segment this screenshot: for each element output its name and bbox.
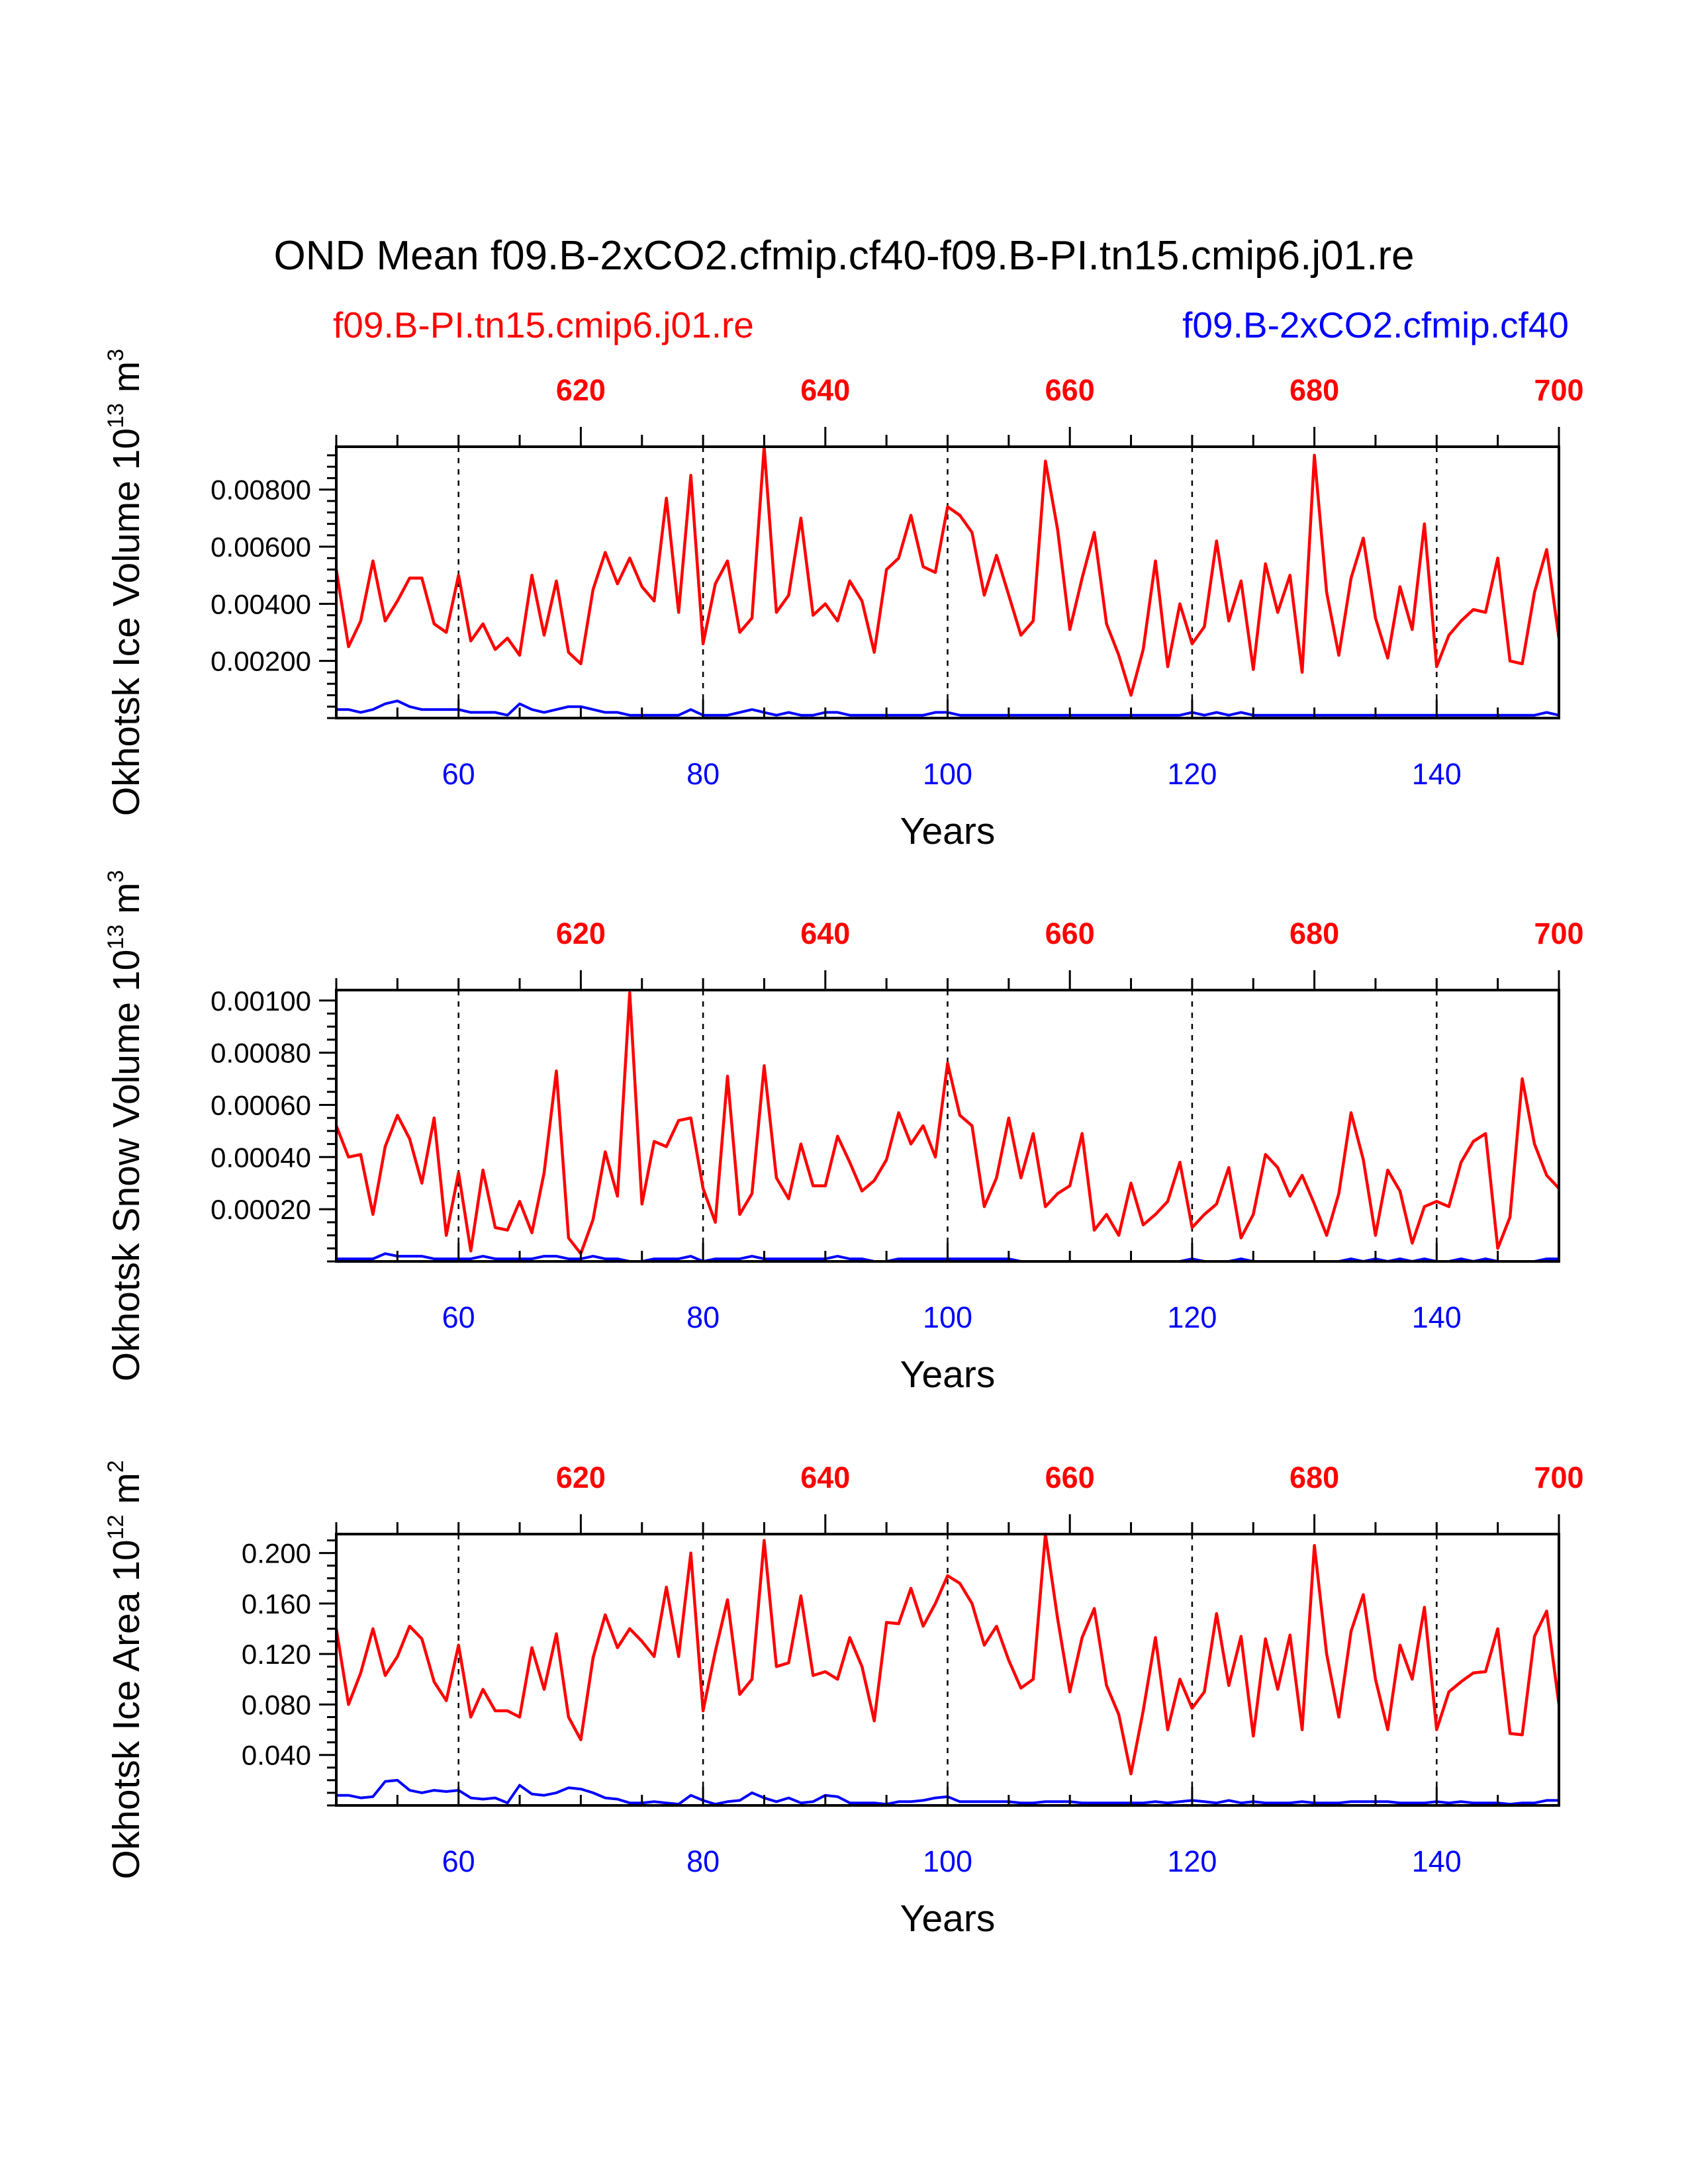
- legend-red-label: f09.B-PI.tn15.cmip6.j01.re: [333, 304, 754, 345]
- top-tick-label: 640: [800, 373, 850, 407]
- x-axis-label: Years: [900, 810, 996, 852]
- top-tick-label: 680: [1289, 917, 1339, 950]
- x-tick-label: 140: [1412, 1300, 1462, 1334]
- y-tick-label: 0.200: [242, 1538, 311, 1569]
- x-tick-label: 140: [1412, 757, 1462, 791]
- y-tick-label: 0.080: [242, 1689, 311, 1720]
- x-tick-label: 80: [686, 1300, 720, 1334]
- top-tick-label: 700: [1534, 1461, 1583, 1494]
- x-tick-label: 120: [1167, 1844, 1217, 1878]
- y-tick-label: 0.00400: [211, 588, 311, 619]
- y-tick-label: 0.00080: [211, 1038, 311, 1069]
- y-tick-label: 0.00200: [211, 646, 311, 677]
- y-axis-label: Okhotsk Ice Area 1012 m2: [103, 1460, 148, 1879]
- top-tick-label: 620: [556, 1461, 606, 1494]
- y-tick-label: 0.120: [242, 1639, 311, 1670]
- series-line-pi: [334, 445, 1561, 697]
- series-line-pi: [334, 1532, 1561, 1776]
- x-tick-label: 60: [442, 1300, 475, 1334]
- chart-title: OND Mean f09.B-2xCO2.cfmip.cf40-f09.B-PI…: [274, 233, 1415, 279]
- y-tick-label: 0.00800: [211, 475, 311, 506]
- x-tick-label: 80: [686, 757, 720, 791]
- top-tick-label: 680: [1289, 373, 1339, 407]
- top-tick-label: 640: [800, 917, 850, 950]
- panel-3: 0.040 0.080 0.120 0.160 0.200 60 80 100 120 140 62…: [103, 1460, 1584, 1940]
- y-tick-label: 0.00040: [211, 1142, 311, 1173]
- top-tick-label: 700: [1534, 917, 1583, 950]
- legend-blue-label: f09.B-2xCO2.cfmip.cf40: [1182, 304, 1569, 345]
- series-line-pi: [334, 991, 1560, 1255]
- x-tick-label: 60: [442, 1844, 475, 1878]
- x-tick-label: 120: [1167, 757, 1217, 791]
- top-tick-label: 620: [556, 373, 606, 407]
- x-axis-label: Years: [900, 1353, 996, 1396]
- top-tick-label: 700: [1534, 373, 1583, 407]
- y-axis-label: Okhotsk Snow Volume 1013 m3: [103, 870, 148, 1382]
- y-tick-label: 0.00020: [211, 1194, 311, 1225]
- y-axis-label: Okhotsk Ice Volume 1013 m3: [103, 349, 148, 816]
- x-tick-label: 100: [923, 1300, 972, 1334]
- y-tick-label: 0.00060: [211, 1089, 311, 1120]
- y-tick-label: 0.160: [242, 1588, 311, 1619]
- y-tick-label: 0.00600: [211, 531, 311, 563]
- top-tick-label: 660: [1045, 917, 1095, 950]
- x-tick-label: 100: [923, 1844, 972, 1878]
- x-tick-label: 140: [1412, 1844, 1462, 1878]
- x-tick-label: 100: [923, 757, 972, 791]
- top-tick-label: 660: [1045, 373, 1095, 407]
- y-tick-label: 0.040: [242, 1740, 311, 1771]
- x-tick-label: 60: [442, 757, 475, 791]
- top-tick-label: 620: [556, 917, 606, 950]
- panel-1: 0.00200 0.00400 0.00600 0.00800 60 80 100 120 14…: [103, 349, 1584, 852]
- top-tick-label: 660: [1045, 1461, 1095, 1494]
- x-axis-label: Years: [900, 1897, 996, 1940]
- panel-2: 0.00020 0.00040 0.00060 0.00080 0.00100 60 80 1…: [103, 870, 1584, 1396]
- x-tick-label: 80: [686, 1844, 720, 1878]
- y-tick-label: 0.00100: [211, 985, 311, 1017]
- panels-container: 0.00200 0.00400 0.00600 0.00800 60 80 100 120 14…: [103, 349, 1584, 1940]
- top-tick-label: 640: [800, 1461, 850, 1494]
- x-tick-label: 120: [1167, 1300, 1217, 1334]
- top-tick-label: 680: [1289, 1461, 1339, 1494]
